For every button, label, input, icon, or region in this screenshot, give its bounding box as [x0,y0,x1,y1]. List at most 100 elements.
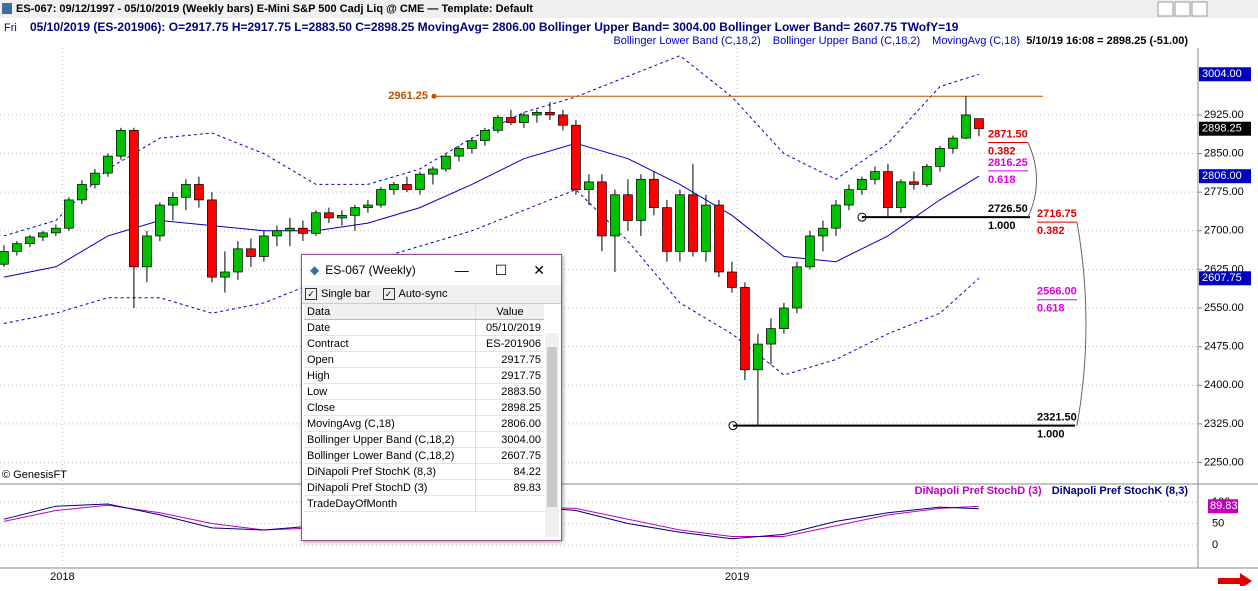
candle-body [727,271,737,288]
checkbox[interactable]: ✓ [305,288,317,300]
cell-label: Date [304,319,476,336]
data-window[interactable]: ◆ ES-067 (Weekly) — ☐ ✕ ✓ Single bar ✓ Auto-… [301,254,562,541]
y-tick-label: 2475.00 [1204,341,1244,353]
level-ratio: 0.618 [988,174,1016,186]
toolbar-button[interactable] [1174,1,1191,17]
candle-body [441,155,451,170]
scroll-right-arrow[interactable] [1218,573,1252,589]
candle-body [792,266,802,309]
options-bar: ✓ Single bar ✓ Auto-sync [302,285,561,304]
watermark: © GenesisFT [2,469,67,481]
column-header: Value [474,304,544,320]
fib-bracket [1027,142,1037,218]
checkbox-label: Auto-sync [398,288,448,300]
plot: SPF2925.002850.002775.002700.002625.0025… [0,3,1251,583]
data-window-title: ES-067 (Weekly) [325,263,416,277]
candle-body [545,112,555,116]
cell-label: High [304,367,476,384]
scrollbar[interactable] [545,333,559,537]
close-button[interactable]: ✕ [533,261,545,278]
candle-body [870,171,880,180]
candle-body [25,236,35,245]
candle-body [363,204,373,208]
y-tick-label: 2325.00 [1204,418,1244,430]
candle-body [246,248,256,257]
candle-body [103,155,113,174]
cell-value: 05/10/2019 [474,319,544,336]
candle-body [90,172,100,185]
candle-body [714,204,724,273]
cell-label: TradeDayOfMonth [304,495,476,512]
cell-value: 2917.75 [474,367,544,384]
stochastic-legend: DiNapoli Pref StochD (3) [915,485,1042,497]
level-label: 2726.50 [988,203,1028,215]
cell-label: Bollinger Lower Band (C,18,2) [304,447,476,464]
candle-body [688,194,698,252]
cell-label: Low [304,383,476,400]
level-anchor [857,212,867,222]
table-row: Date 05/10/2019 [304,319,544,336]
candle-body [77,184,87,201]
y-tick-label: 2700.00 [1204,225,1244,237]
candle-body [116,130,126,157]
level-label: 2871.50 [988,128,1028,140]
table-row: Bollinger Lower Band (C,18,2) 2607.75 [304,447,544,464]
minimize-button[interactable]: — [454,261,469,278]
candle-body [623,194,633,221]
candle-body [610,194,620,237]
candle-body [181,184,191,198]
y-tick-label: 2925.00 [1204,109,1244,121]
candle-body [584,181,594,190]
cell-label: DiNapoli Pref StochD (3) [304,479,476,496]
level-label: 2716.75 [1037,208,1077,220]
candle-body [506,117,516,124]
table-row: TradeDayOfMonth [304,495,544,512]
y-tick-label: 2550.00 [1204,302,1244,314]
data-window-icon: ◆ [310,263,320,277]
candle-body [155,204,165,237]
indicator-line [3,142,980,278]
x-tick-label: 2019 [725,571,749,583]
scroll-thumb[interactable] [547,347,557,507]
candle-body [207,199,217,278]
candle-body [0,251,9,265]
toolbar-button[interactable] [1191,1,1208,17]
cell-value: 2917.75 [474,351,544,368]
checkbox[interactable]: ✓ [382,288,395,300]
table-row: Close 2898.25 [304,399,544,416]
table-header: Data Value [304,304,544,320]
table-row: DiNapoli Pref StochD (3) 89.83 [304,479,544,496]
candle-body [818,227,828,237]
price-box [1199,169,1251,184]
y-tick-label: 0 [1212,539,1218,551]
candle-body [844,189,854,206]
legend-item: MovingAvg (C,18) [932,35,1020,47]
candle-body [753,343,763,371]
price-box [1199,271,1251,286]
level-ratio: 0.382 [988,145,1016,157]
candle-body [935,148,945,167]
info-day: Fri [4,22,17,34]
price-box-label: 2898.25 [1202,123,1242,135]
price-box-label: 2607.75 [1202,272,1242,284]
checkbox-label: Single bar [321,288,371,300]
candle-body [259,235,269,257]
level-label: 2961.25 [388,90,428,102]
indicator-line [3,189,980,376]
price-box-label: 3004.00 [1202,68,1242,80]
candle-body [233,248,243,273]
candle-body [194,184,204,201]
candle-body [571,124,581,190]
maximize-button[interactable]: ☐ [494,261,508,278]
cell-value: 89.83 [474,479,544,496]
toolbar-button[interactable] [1157,1,1174,17]
table-row: Low 2883.50 [304,383,544,400]
data-table: Data Value Date 05/10/2019 Contract ES-20190… [304,304,544,512]
candle-body [883,171,893,208]
candle-body [922,166,932,185]
candle-body [298,227,308,234]
level-label: 2321.50 [1037,412,1077,424]
column-header: Data [304,304,476,320]
price-box [1199,121,1251,136]
